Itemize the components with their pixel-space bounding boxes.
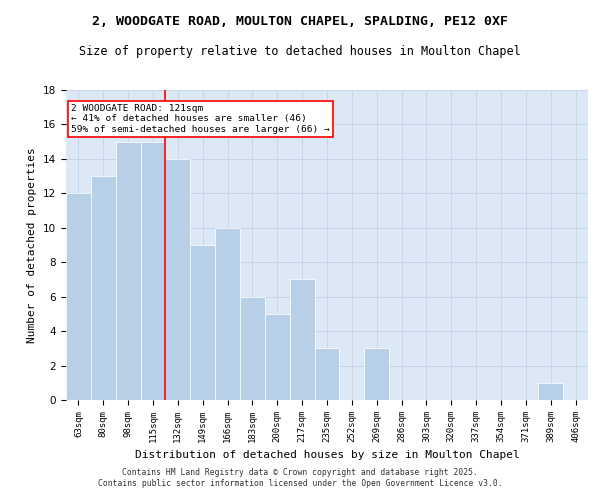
Text: 2 WOODGATE ROAD: 121sqm
← 41% of detached houses are smaller (46)
59% of semi-de: 2 WOODGATE ROAD: 121sqm ← 41% of detache… [71, 104, 330, 134]
Text: Size of property relative to detached houses in Moulton Chapel: Size of property relative to detached ho… [79, 45, 521, 58]
Bar [190, 245, 215, 400]
Bar [166, 159, 190, 400]
Y-axis label: Number of detached properties: Number of detached properties [28, 147, 37, 343]
Bar [314, 348, 340, 400]
Text: Contains HM Land Registry data © Crown copyright and database right 2025.
Contai: Contains HM Land Registry data © Crown c… [98, 468, 502, 487]
Bar [538, 383, 563, 400]
Bar [66, 194, 91, 400]
Bar [290, 280, 314, 400]
X-axis label: Distribution of detached houses by size in Moulton Chapel: Distribution of detached houses by size … [134, 450, 520, 460]
Bar [240, 296, 265, 400]
Bar [265, 314, 290, 400]
Bar [215, 228, 240, 400]
Text: 2, WOODGATE ROAD, MOULTON CHAPEL, SPALDING, PE12 0XF: 2, WOODGATE ROAD, MOULTON CHAPEL, SPALDI… [92, 15, 508, 28]
Bar [91, 176, 116, 400]
Bar [140, 142, 166, 400]
Bar [364, 348, 389, 400]
Bar [116, 142, 140, 400]
